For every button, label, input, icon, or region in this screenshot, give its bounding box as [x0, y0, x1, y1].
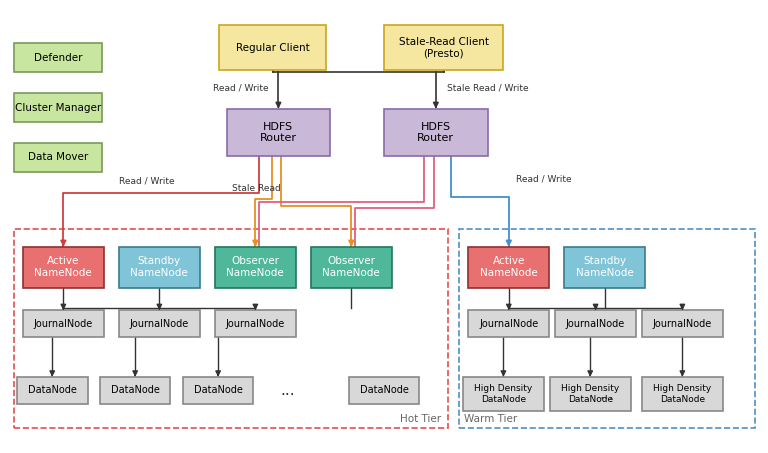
FancyBboxPatch shape: [215, 310, 296, 337]
Text: ...: ...: [599, 386, 614, 402]
Text: DataNode: DataNode: [194, 386, 243, 395]
Text: Read / Write: Read / Write: [214, 84, 269, 93]
Text: DataNode: DataNode: [111, 386, 160, 395]
FancyBboxPatch shape: [384, 25, 503, 70]
Text: High Density
DataNode: High Density DataNode: [654, 384, 711, 404]
FancyBboxPatch shape: [23, 310, 104, 337]
Text: ...: ...: [280, 383, 296, 398]
FancyBboxPatch shape: [119, 310, 200, 337]
Text: HDFS
Router: HDFS Router: [417, 122, 455, 143]
Text: DataNode: DataNode: [359, 386, 409, 395]
Text: Stale Read / Write: Stale Read / Write: [447, 84, 529, 93]
Text: Read / Write: Read / Write: [516, 174, 572, 183]
Text: Regular Client: Regular Client: [236, 43, 310, 53]
Text: Standby
NameNode: Standby NameNode: [576, 256, 634, 278]
Text: Warm Tier: Warm Tier: [464, 414, 517, 424]
Text: DataNode: DataNode: [28, 386, 77, 395]
FancyBboxPatch shape: [183, 377, 253, 404]
Text: JournalNode: JournalNode: [653, 319, 712, 329]
Text: Observer
NameNode: Observer NameNode: [227, 256, 284, 278]
FancyBboxPatch shape: [119, 247, 200, 288]
FancyBboxPatch shape: [14, 143, 102, 172]
Text: Data Mover: Data Mover: [28, 152, 88, 163]
FancyBboxPatch shape: [555, 310, 636, 337]
FancyBboxPatch shape: [463, 377, 544, 411]
FancyBboxPatch shape: [100, 377, 170, 404]
Text: Stale-Read Client
(Presto): Stale-Read Client (Presto): [399, 37, 488, 58]
FancyBboxPatch shape: [215, 247, 296, 288]
Text: Cluster Manager: Cluster Manager: [15, 102, 101, 113]
FancyBboxPatch shape: [642, 377, 723, 411]
Text: Defender: Defender: [34, 53, 82, 63]
Text: Stale Read: Stale Read: [232, 183, 281, 193]
Text: JournalNode: JournalNode: [130, 319, 189, 329]
Text: JournalNode: JournalNode: [34, 319, 93, 329]
FancyBboxPatch shape: [14, 43, 102, 72]
Text: Hot Tier: Hot Tier: [400, 414, 442, 424]
FancyBboxPatch shape: [14, 93, 102, 122]
Text: High Density
DataNode: High Density DataNode: [561, 384, 619, 404]
Text: Observer
NameNode: Observer NameNode: [323, 256, 380, 278]
FancyBboxPatch shape: [468, 247, 549, 288]
FancyBboxPatch shape: [227, 109, 330, 156]
FancyBboxPatch shape: [384, 109, 488, 156]
Text: Active
NameNode: Active NameNode: [480, 256, 538, 278]
FancyBboxPatch shape: [219, 25, 326, 70]
FancyBboxPatch shape: [564, 247, 645, 288]
FancyBboxPatch shape: [550, 377, 631, 411]
Text: Standby
NameNode: Standby NameNode: [131, 256, 188, 278]
FancyBboxPatch shape: [23, 247, 104, 288]
Text: High Density
DataNode: High Density DataNode: [475, 384, 532, 404]
FancyBboxPatch shape: [17, 377, 88, 404]
FancyBboxPatch shape: [642, 310, 723, 337]
Text: HDFS
Router: HDFS Router: [260, 122, 297, 143]
FancyBboxPatch shape: [468, 310, 549, 337]
Text: Read / Write: Read / Write: [119, 177, 174, 186]
FancyBboxPatch shape: [349, 377, 419, 404]
Text: JournalNode: JournalNode: [226, 319, 285, 329]
Text: JournalNode: JournalNode: [566, 319, 625, 329]
Text: Active
NameNode: Active NameNode: [35, 256, 92, 278]
FancyBboxPatch shape: [311, 247, 392, 288]
Text: JournalNode: JournalNode: [479, 319, 538, 329]
